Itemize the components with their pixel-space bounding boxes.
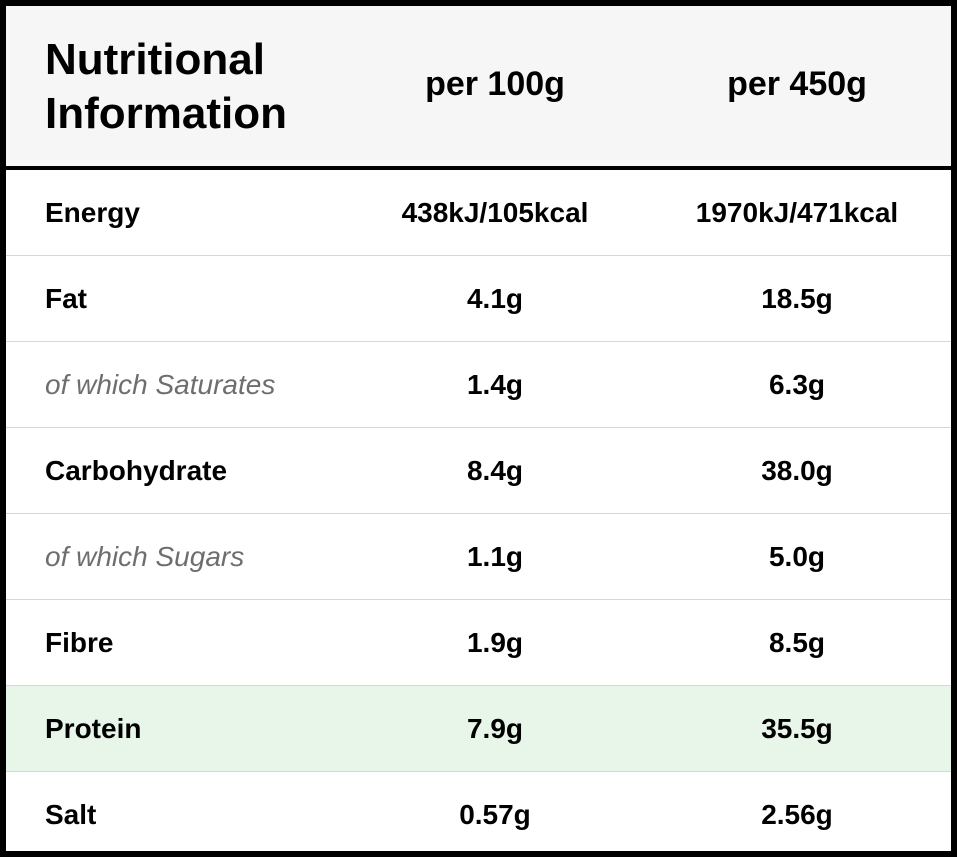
- value-per-450g: 6.3g: [768, 369, 826, 400]
- row-protein: Protein 7.9g 35.5g: [6, 686, 951, 772]
- table-title: Nutritional Information: [45, 33, 375, 141]
- row-label: Fat: [45, 283, 87, 314]
- value-per-100g: 1.9g: [466, 627, 524, 658]
- value-per-100g: 1.4g: [466, 369, 524, 400]
- value-per-450g: 1970kJ/471kcal: [695, 197, 899, 228]
- row-saturates: of which Saturates 1.4g 6.3g: [6, 342, 951, 428]
- row-energy: Energy 438kJ/105kcal 1970kJ/471kcal: [6, 170, 951, 256]
- value-per-450g: 8.5g: [768, 627, 826, 658]
- row-label: Energy: [45, 197, 140, 228]
- column-header-per-450g: per 450g: [727, 65, 867, 103]
- table-header: Nutritional Information per 100g per 450…: [6, 6, 951, 170]
- value-per-100g: 1.1g: [466, 541, 524, 572]
- value-per-100g: 0.57g: [459, 799, 531, 830]
- value-per-100g: 8.4g: [466, 455, 524, 486]
- value-per-100g: 4.1g: [466, 283, 524, 314]
- value-per-450g: 5.0g: [768, 541, 826, 572]
- row-sugars: of which Sugars 1.1g 5.0g: [6, 514, 951, 600]
- table-body: Energy 438kJ/105kcal 1970kJ/471kcal Fat …: [6, 170, 951, 857]
- value-per-450g: 35.5g: [761, 713, 833, 744]
- value-per-450g: 38.0g: [761, 455, 833, 486]
- row-salt: Salt 0.57g 2.56g: [6, 772, 951, 857]
- row-label: Carbohydrate: [45, 455, 228, 486]
- value-per-100g: 7.9g: [466, 713, 524, 744]
- row-fat: Fat 4.1g 18.5g: [6, 256, 951, 342]
- row-label: Salt: [45, 799, 97, 830]
- title-line-1: Nutritional: [45, 35, 265, 84]
- row-carbohydrate: Carbohydrate 8.4g 38.0g: [6, 428, 951, 514]
- value-per-450g: 18.5g: [761, 283, 833, 314]
- title-line-2: Information: [45, 89, 287, 138]
- row-fibre: Fibre 1.9g 8.5g: [6, 600, 951, 686]
- row-label: of which Sugars: [45, 541, 245, 572]
- column-header-per-100g: per 100g: [425, 65, 565, 103]
- value-per-450g: 2.56g: [761, 799, 833, 830]
- row-label: Protein: [45, 713, 142, 744]
- value-per-100g: 438kJ/105kcal: [401, 197, 589, 228]
- row-label: of which Saturates: [45, 369, 276, 400]
- row-label: Fibre: [45, 627, 114, 658]
